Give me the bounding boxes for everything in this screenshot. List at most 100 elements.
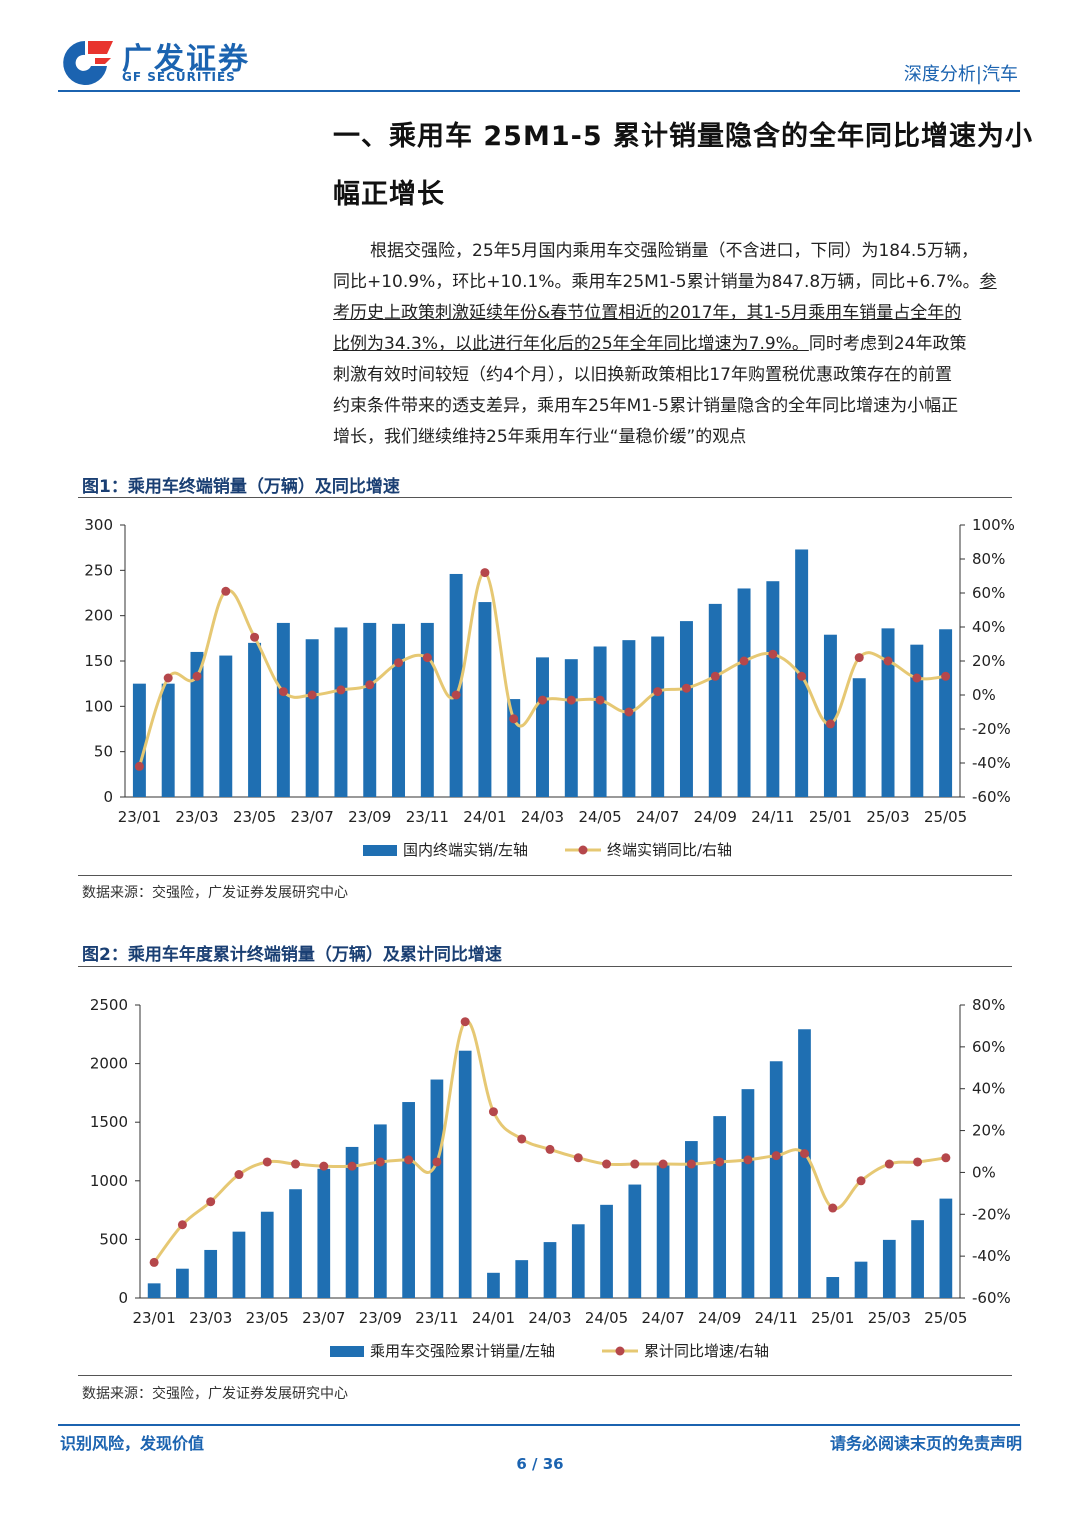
yoy-point	[686, 1159, 696, 1169]
left-axis-tick-label: 1500	[90, 1113, 128, 1131]
right-axis-tick-label: -40%	[972, 1247, 1011, 1265]
figure1-top-rule	[78, 497, 1012, 498]
right-axis-tick-label: -20%	[972, 720, 1011, 738]
x-axis-tick-label: 23/01	[118, 808, 161, 826]
bar	[317, 1168, 331, 1298]
yoy-point	[573, 1153, 583, 1163]
yoy-point	[856, 1176, 866, 1186]
yoy-point	[828, 1203, 838, 1213]
yoy-point	[602, 1159, 612, 1169]
legend-line-label: 累计同比增速/右轴	[644, 1342, 769, 1360]
body-line-underlined: 考历史上政策刺激延续年份&春节位置相近的2017年，其1-5月乘用车销量占全年的	[333, 303, 962, 323]
x-axis-tick-label: 24/11	[751, 808, 794, 826]
yoy-point	[630, 1159, 640, 1169]
x-axis-tick-label: 23/01	[133, 1309, 176, 1327]
footer-divider	[58, 1424, 1020, 1426]
bar	[741, 1089, 755, 1298]
x-axis-tick-label: 25/05	[924, 808, 967, 826]
left-axis-tick-label: 1000	[90, 1172, 128, 1190]
bar	[190, 651, 204, 797]
right-axis-tick-label: -60%	[972, 788, 1011, 806]
bar	[204, 1249, 218, 1298]
legend-line-marker	[578, 845, 588, 855]
bar	[449, 573, 463, 797]
bar	[345, 1146, 359, 1298]
bar	[147, 1283, 161, 1298]
bar	[176, 1268, 189, 1298]
yoy-point	[206, 1197, 216, 1207]
bar	[769, 1061, 783, 1298]
brand-name: 广发证券	[122, 42, 250, 77]
bar	[628, 1184, 642, 1298]
bar	[593, 646, 607, 797]
figure2-title: 图2：乘用车年度累计终端销量（万辆）及累计同比增速	[82, 945, 502, 965]
bar	[132, 683, 146, 797]
yoy-point	[538, 695, 547, 705]
bar	[478, 602, 492, 797]
left-axis-tick-label: 100	[84, 697, 113, 715]
x-axis-tick-label: 24/03	[528, 1309, 571, 1327]
bar	[910, 644, 924, 797]
yoy-point	[768, 649, 778, 659]
bar	[600, 1204, 613, 1298]
bar	[651, 636, 665, 797]
x-axis-tick-label: 23/05	[246, 1309, 289, 1327]
legend-bar-swatch	[363, 845, 397, 856]
bar	[737, 588, 751, 797]
section-heading-line2: 幅正增长	[333, 179, 445, 210]
bar	[766, 581, 780, 797]
yoy-point	[941, 671, 951, 681]
figure1-chart: 0 50 100 150 200 250 300 -60% -40% -20% 0% 20% 40% 60…	[84, 516, 1015, 859]
yoy-point	[710, 671, 720, 681]
bar	[571, 1224, 585, 1298]
bar	[219, 655, 233, 797]
bar	[882, 1239, 896, 1298]
bar	[515, 1260, 529, 1298]
body-line: 约束条件带来的透支差异，乘用车25年M1-5累计销量隐含的全年同比增速为小幅正	[333, 396, 959, 416]
yoy-point	[883, 656, 893, 666]
legend-line-label: 终端实销同比/右轴	[607, 841, 732, 859]
bar	[854, 1261, 868, 1298]
bar	[826, 1277, 840, 1298]
yoy-point	[149, 1257, 159, 1267]
bar	[420, 622, 434, 797]
x-axis-tick-label: 24/09	[698, 1309, 741, 1327]
x-axis-tick-label: 24/11	[755, 1309, 798, 1327]
bar	[430, 1079, 444, 1298]
x-axis-tick-label: 23/05	[233, 808, 276, 826]
bar	[708, 603, 722, 797]
section-label: 深度分析|汽车	[903, 64, 1018, 85]
bar	[536, 657, 549, 797]
bar	[798, 1029, 811, 1298]
x-axis-tick-label: 23/07	[291, 808, 334, 826]
yoy-point	[221, 586, 231, 596]
bar	[622, 640, 636, 797]
x-axis-tick-label: 23/09	[359, 1309, 402, 1327]
body-line: 根据交强险，25年5月国内乘用车交强险销量（不含进口，下同）为184.5万辆，	[370, 241, 979, 261]
x-axis-tick-label: 24/07	[636, 808, 679, 826]
yoy-point	[451, 690, 461, 700]
right-axis-tick-label: 100%	[972, 516, 1015, 534]
yoy-point	[278, 687, 288, 697]
right-axis-tick-label: 0%	[972, 1163, 996, 1181]
figure2-chart: 0 500 1000 1500 2000 2500 -60% -40% -20% 0% 20% 40%…	[90, 996, 1011, 1360]
yoy-point	[262, 1157, 272, 1167]
figure1-title: 图1：乘用车终端销量（万辆）及同比增速	[82, 477, 400, 497]
left-axis-tick-label: 0	[103, 788, 113, 806]
bar	[881, 628, 895, 797]
yoy-point	[488, 1107, 498, 1117]
yoy-point	[432, 1157, 442, 1167]
x-axis-tick-label: 23/09	[348, 808, 391, 826]
x-axis-tick-label: 25/03	[866, 808, 909, 826]
bar	[334, 627, 348, 797]
yoy-point	[480, 568, 490, 578]
left-axis-tick-label: 300	[84, 516, 113, 534]
bar	[289, 1189, 302, 1298]
right-axis-tick-label: 80%	[972, 996, 1005, 1014]
yoy-point	[177, 1220, 187, 1230]
yoy-point	[192, 671, 202, 681]
yoy-point	[797, 671, 807, 681]
header-divider	[58, 90, 1020, 92]
section-heading-line1: 一、乘用车 25M1-5 累计销量隐含的全年同比增速为小	[333, 121, 1034, 152]
yoy-point	[394, 658, 404, 668]
